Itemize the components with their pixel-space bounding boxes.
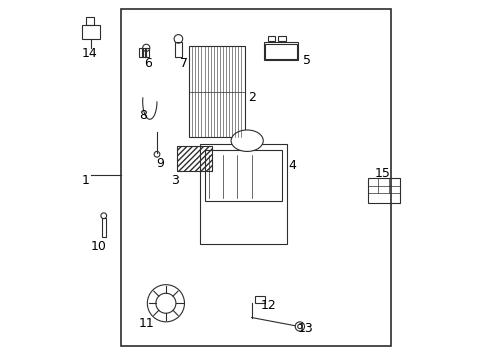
Bar bbox=[200, 144, 287, 244]
Text: 3: 3 bbox=[170, 174, 179, 186]
Bar bbox=[82, 24, 100, 39]
Bar bbox=[176, 146, 212, 171]
Bar bbox=[367, 178, 399, 203]
Bar bbox=[139, 48, 143, 57]
Text: 1: 1 bbox=[81, 174, 89, 186]
Bar bbox=[121, 9, 390, 346]
Bar bbox=[264, 44, 296, 59]
Text: 13: 13 bbox=[298, 322, 313, 335]
Bar bbox=[85, 18, 94, 24]
Text: 7: 7 bbox=[180, 57, 187, 71]
Text: 12: 12 bbox=[261, 299, 276, 312]
Bar bbox=[255, 296, 264, 303]
Bar bbox=[142, 48, 146, 57]
Bar bbox=[267, 36, 274, 41]
Text: 4: 4 bbox=[288, 159, 296, 172]
Bar bbox=[175, 42, 182, 57]
Bar bbox=[205, 150, 282, 202]
Bar bbox=[144, 48, 149, 57]
Text: 15: 15 bbox=[374, 167, 390, 180]
Text: 14: 14 bbox=[81, 47, 97, 60]
Text: 5: 5 bbox=[303, 54, 311, 67]
Text: 6: 6 bbox=[144, 57, 152, 71]
Text: 11: 11 bbox=[138, 317, 154, 330]
Bar bbox=[264, 42, 298, 60]
Bar bbox=[102, 217, 106, 237]
Bar bbox=[278, 36, 285, 41]
Ellipse shape bbox=[231, 130, 263, 152]
Text: 2: 2 bbox=[247, 91, 255, 104]
Bar bbox=[189, 46, 244, 137]
Text: 10: 10 bbox=[91, 240, 106, 253]
Text: 8: 8 bbox=[139, 109, 146, 122]
Text: 9: 9 bbox=[156, 157, 164, 170]
